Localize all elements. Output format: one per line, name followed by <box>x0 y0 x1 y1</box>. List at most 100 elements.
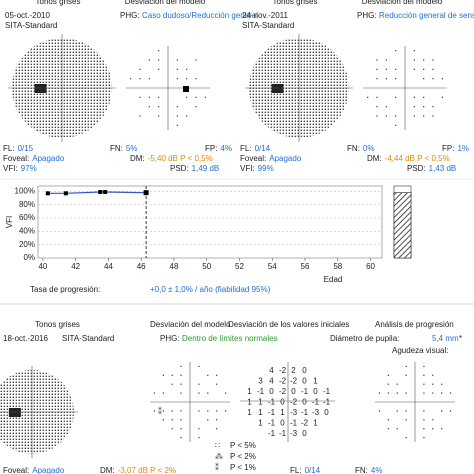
x-tick-label: 54 <box>268 262 277 271</box>
stat-label: DM: <box>367 154 382 163</box>
deviation-dot <box>387 428 389 430</box>
stat-label: VFI: <box>240 164 255 173</box>
stat-value: 0/14 <box>255 144 271 153</box>
deviation-dot <box>195 96 197 98</box>
baseline-value: -1 <box>268 408 276 417</box>
deviation-dot <box>441 392 443 394</box>
deviation-dot <box>171 374 173 376</box>
vfi-bar <box>393 192 412 259</box>
deviation-dot <box>432 392 434 394</box>
x-tick-label: 52 <box>235 262 244 271</box>
deviation-dot <box>162 410 164 412</box>
deviation-dot <box>198 365 200 368</box>
deviation-dot <box>207 419 209 421</box>
deviation-dot <box>207 410 209 412</box>
baseline-value: 0 <box>269 387 274 396</box>
baseline-value: -1 <box>301 387 309 396</box>
deviation-dot <box>180 410 182 412</box>
deviation-dot <box>405 436 407 439</box>
deviation-dot <box>441 383 443 385</box>
deviation-dot <box>180 419 182 421</box>
stat-label: PSD: <box>170 164 189 173</box>
baseline-value: 0 <box>280 398 285 407</box>
baseline-value: 0 <box>302 429 307 438</box>
baseline-value: 0 <box>280 419 285 428</box>
stat-value: 97% <box>21 164 37 173</box>
deviation-dot <box>405 374 407 376</box>
deviation-dot <box>432 428 434 430</box>
deviation-dot <box>395 124 397 126</box>
deviation-dot <box>139 68 141 70</box>
baseline-value: 0 <box>291 387 296 396</box>
rate-value: +0,0 ± 1,0% / año (fiabilidad 95%) <box>150 285 271 294</box>
stat-label: Foveal: <box>240 154 266 163</box>
deviation-dot <box>224 410 227 412</box>
x-tick-label: 60 <box>366 262 375 271</box>
deviation-dot <box>176 115 178 117</box>
deviation-dot <box>413 106 415 108</box>
baseline-value: 1 <box>258 419 263 428</box>
stat-value: -3,07 dB P < 2% <box>118 466 176 474</box>
deviation-dot <box>180 392 182 394</box>
deviation-dot <box>162 419 164 421</box>
stat-value: 4% <box>371 466 383 474</box>
strategy: SITA-Standard <box>62 334 114 343</box>
baseline-value: -1 <box>257 387 265 396</box>
baseline-value: 0 <box>302 377 307 386</box>
vfi-point <box>45 191 50 196</box>
deviation-dot <box>186 78 188 80</box>
stat-label: DM: <box>130 154 145 163</box>
x-axis-label: Edad <box>324 275 343 284</box>
deviation-dot <box>413 68 415 70</box>
deviation-dot <box>378 410 381 412</box>
acuity-label: Agudeza visual: <box>392 346 448 355</box>
baseline-value: 1 <box>247 408 252 417</box>
deviation-mark <box>183 86 189 92</box>
section-header: Desviación del modelo <box>150 320 231 329</box>
deviation-dot <box>216 428 218 430</box>
deviation-dot <box>139 96 141 98</box>
strategy: SITA-Standard <box>5 21 57 30</box>
deviation-dot <box>378 392 381 394</box>
baseline-value: -2 <box>279 377 287 386</box>
deviation-dot <box>367 96 369 98</box>
baseline-value: 4 <box>269 366 274 375</box>
deviation-dot <box>195 78 197 80</box>
deviation-dot <box>432 419 434 421</box>
deviation-dot <box>216 383 218 385</box>
baseline-value: -1 <box>268 429 276 438</box>
deviation-dot <box>395 50 397 52</box>
baseline-value: 1 <box>247 398 252 407</box>
deviation-dot <box>423 383 425 385</box>
deviation-dot <box>186 96 188 98</box>
deviation-dot <box>423 78 425 80</box>
deviation-dot <box>396 383 398 385</box>
y-tick-label: 60% <box>19 213 35 222</box>
stat-label: FN: <box>355 466 368 474</box>
stat-label: FN: <box>110 144 123 153</box>
strategy: SITA-Standard <box>242 21 294 30</box>
deviation-dot <box>405 410 407 412</box>
deviation-dot <box>162 374 164 376</box>
baseline-value: -3 <box>290 429 298 438</box>
baseline-value: -1 <box>312 398 320 407</box>
vfi-point <box>63 191 68 196</box>
deviation-dot <box>395 78 397 80</box>
deviation-dot <box>158 115 160 117</box>
deviation-dot <box>186 68 188 70</box>
stat-value: 0% <box>363 144 375 153</box>
phg-value: Caso dudoso/Reducción general <box>142 11 258 20</box>
deviation-dot <box>441 96 443 98</box>
stat-value: Apagado <box>32 154 65 163</box>
deviation-dot <box>395 96 397 98</box>
deviation-dot <box>423 115 425 117</box>
deviation-dot <box>385 59 387 61</box>
section-header: Tonos grises <box>35 320 80 329</box>
deviation-dot <box>376 115 378 117</box>
stat-label: FN: <box>347 144 360 153</box>
baseline-value: 1 <box>247 387 252 396</box>
baseline-value: -3 <box>290 408 298 417</box>
deviation-dot <box>195 106 197 108</box>
deviation-dot <box>423 428 425 430</box>
legend-label: P < 5% <box>230 441 256 450</box>
